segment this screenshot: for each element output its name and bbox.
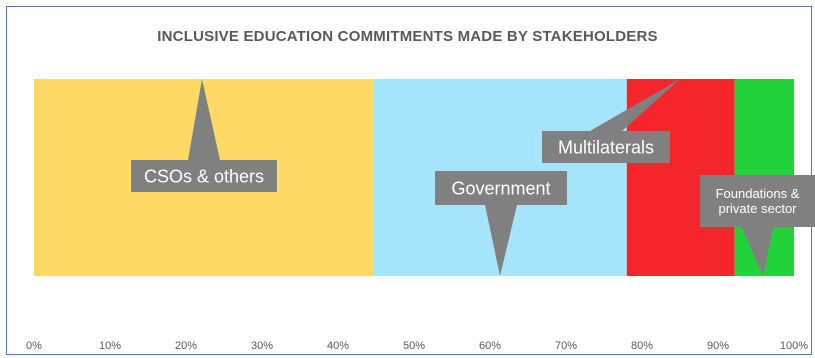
callout-pointer-4 [741,227,774,276]
x-tick-label: 40% [327,340,349,352]
x-tick-label: 50% [403,340,425,352]
callout-label-4: private sector [718,201,797,216]
x-tick-label: 60% [479,340,501,352]
callout-label-2: Government [451,178,550,198]
callout-pointer-2 [485,205,517,276]
x-tick-label: 80% [631,340,653,352]
callout-pointer-1 [188,79,220,160]
x-tick-label: 100% [780,340,808,352]
callout-label-1: CSOs & others [144,166,264,186]
x-tick-label: 10% [99,340,121,352]
callout-box-1 [131,160,277,192]
chart-title: INCLUSIVE EDUCATION COMMITMENTS MADE BY … [157,28,658,45]
callout-label-3: Multilaterals [558,137,654,157]
x-tick-label: 90% [707,340,729,352]
x-tick-label: 70% [555,340,577,352]
callout-box-3 [542,131,670,163]
callout-label-4: Foundations & [716,186,800,201]
x-tick-label: 30% [251,340,273,352]
x-tick-label: 20% [175,340,197,352]
callout-box-2 [435,171,567,205]
callout-box-4 [700,175,815,227]
x-tick-label: 0% [26,340,42,352]
callout-pointer-3 [590,79,680,131]
